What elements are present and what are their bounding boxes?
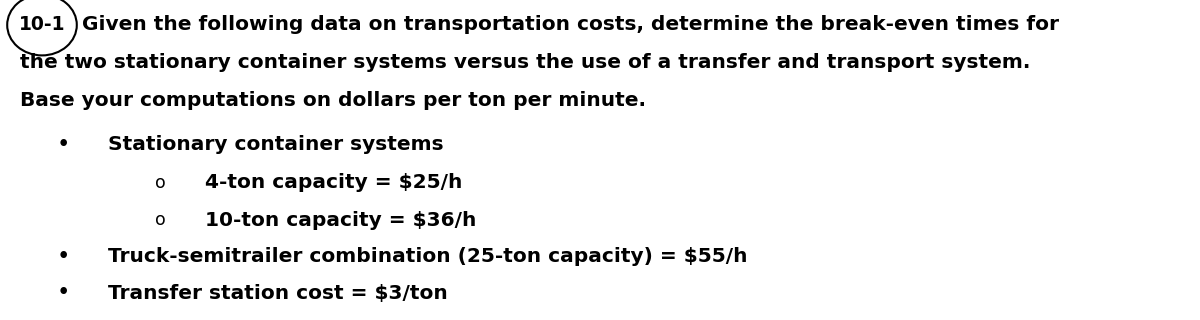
- Text: Base your computations on dollars per ton per minute.: Base your computations on dollars per to…: [20, 91, 646, 109]
- Text: o: o: [155, 174, 166, 192]
- Text: 10-ton capacity = $36/h: 10-ton capacity = $36/h: [205, 211, 476, 229]
- Text: •: •: [56, 245, 70, 268]
- Text: 10-1: 10-1: [19, 15, 65, 35]
- Text: Given the following data on transportation costs, determine the break-even times: Given the following data on transportati…: [82, 15, 1060, 35]
- Text: 4-ton capacity = $25/h: 4-ton capacity = $25/h: [205, 173, 462, 193]
- Text: Stationary container systems: Stationary container systems: [108, 135, 444, 155]
- Text: •: •: [56, 282, 70, 305]
- Text: the two stationary container systems versus the use of a transfer and transport : the two stationary container systems ver…: [20, 53, 1031, 73]
- Text: Transfer station cost = $3/ton: Transfer station cost = $3/ton: [108, 284, 448, 302]
- Text: o: o: [155, 211, 166, 229]
- Text: Truck-semitrailer combination (25-ton capacity) = $55/h: Truck-semitrailer combination (25-ton ca…: [108, 247, 748, 267]
- Text: •: •: [56, 133, 70, 156]
